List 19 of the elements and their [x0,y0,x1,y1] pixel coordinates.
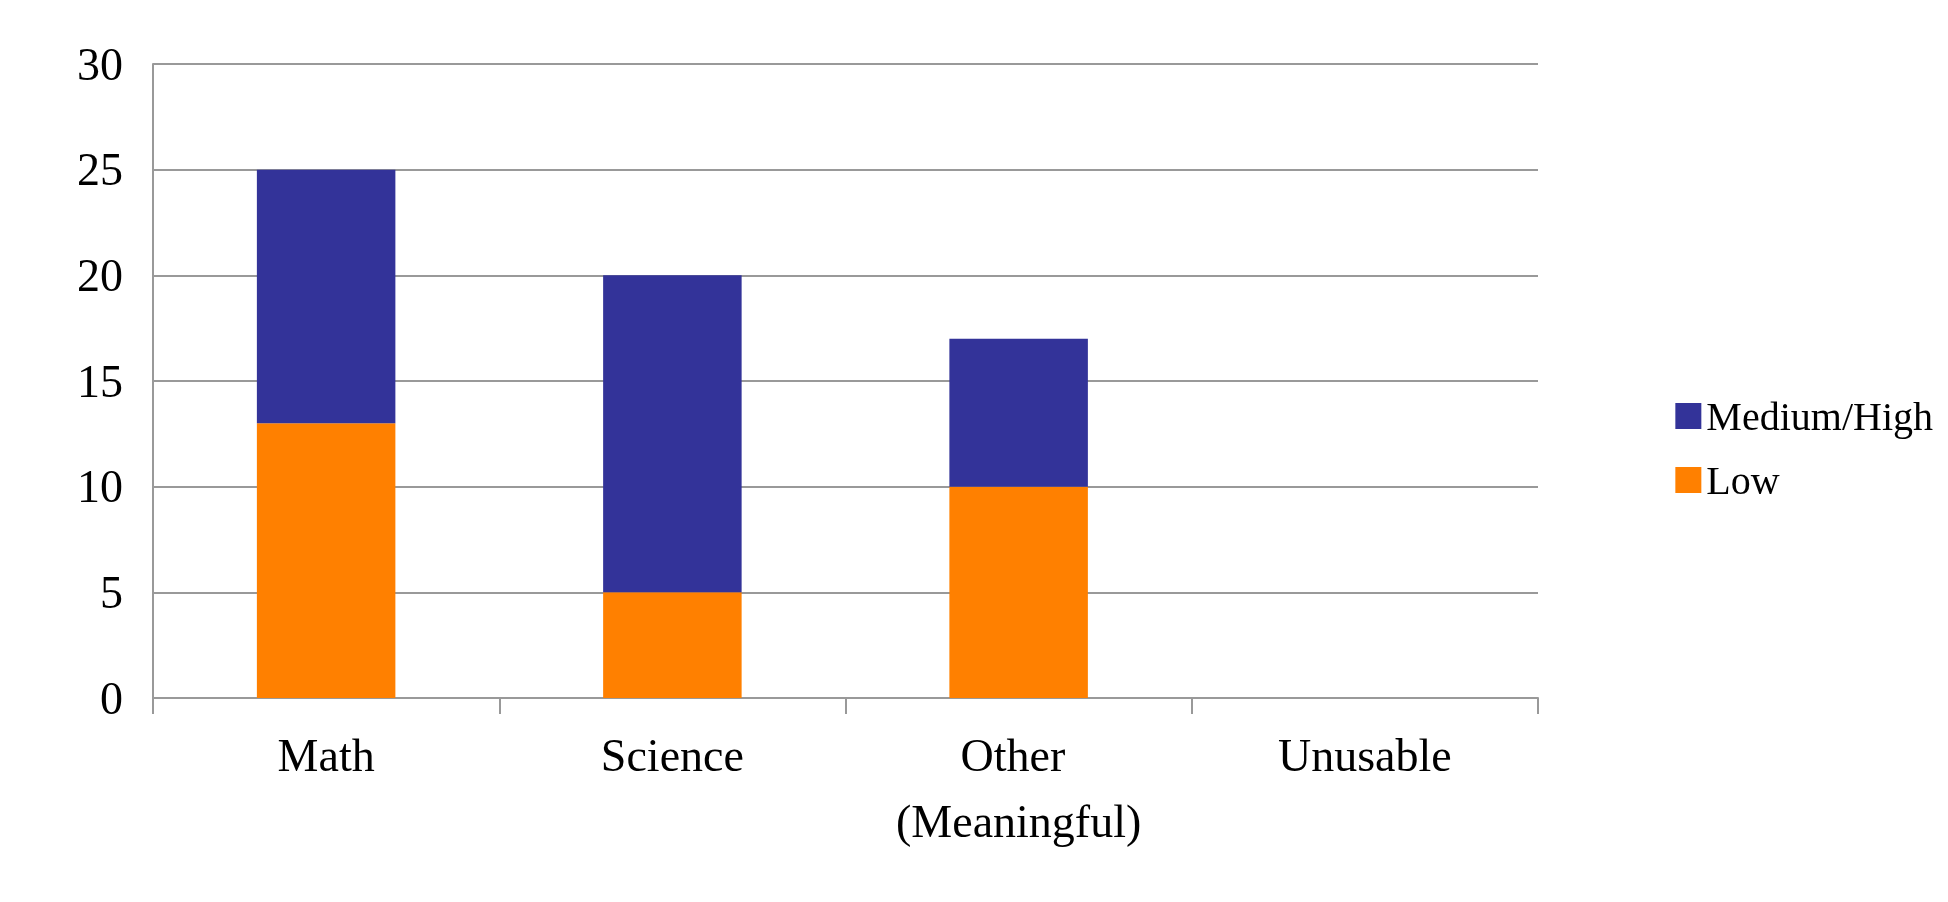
bar [256,169,396,424]
bar [603,275,742,593]
y-tick-label: 25 [77,144,123,196]
x-tick-label: Science [600,729,744,781]
x-tick-label: Math [277,729,375,781]
bar [256,423,396,698]
y-tick-label: 5 [100,566,123,618]
y-tick-label: 10 [77,461,123,513]
y-tick-label: 20 [77,249,123,301]
legend-label: Medium/High [1706,393,1934,439]
y-tick-label: 15 [77,355,123,407]
y-tick-label: 30 [77,38,123,90]
bar [949,338,1088,487]
bar [949,486,1088,698]
x-tick-label: Unusable [1278,729,1452,781]
legend-label: Low [1706,457,1780,503]
bar [603,592,742,698]
y-tick-label: 0 [100,672,123,724]
x-tick-label: Other (Meaningful) [895,729,1142,847]
